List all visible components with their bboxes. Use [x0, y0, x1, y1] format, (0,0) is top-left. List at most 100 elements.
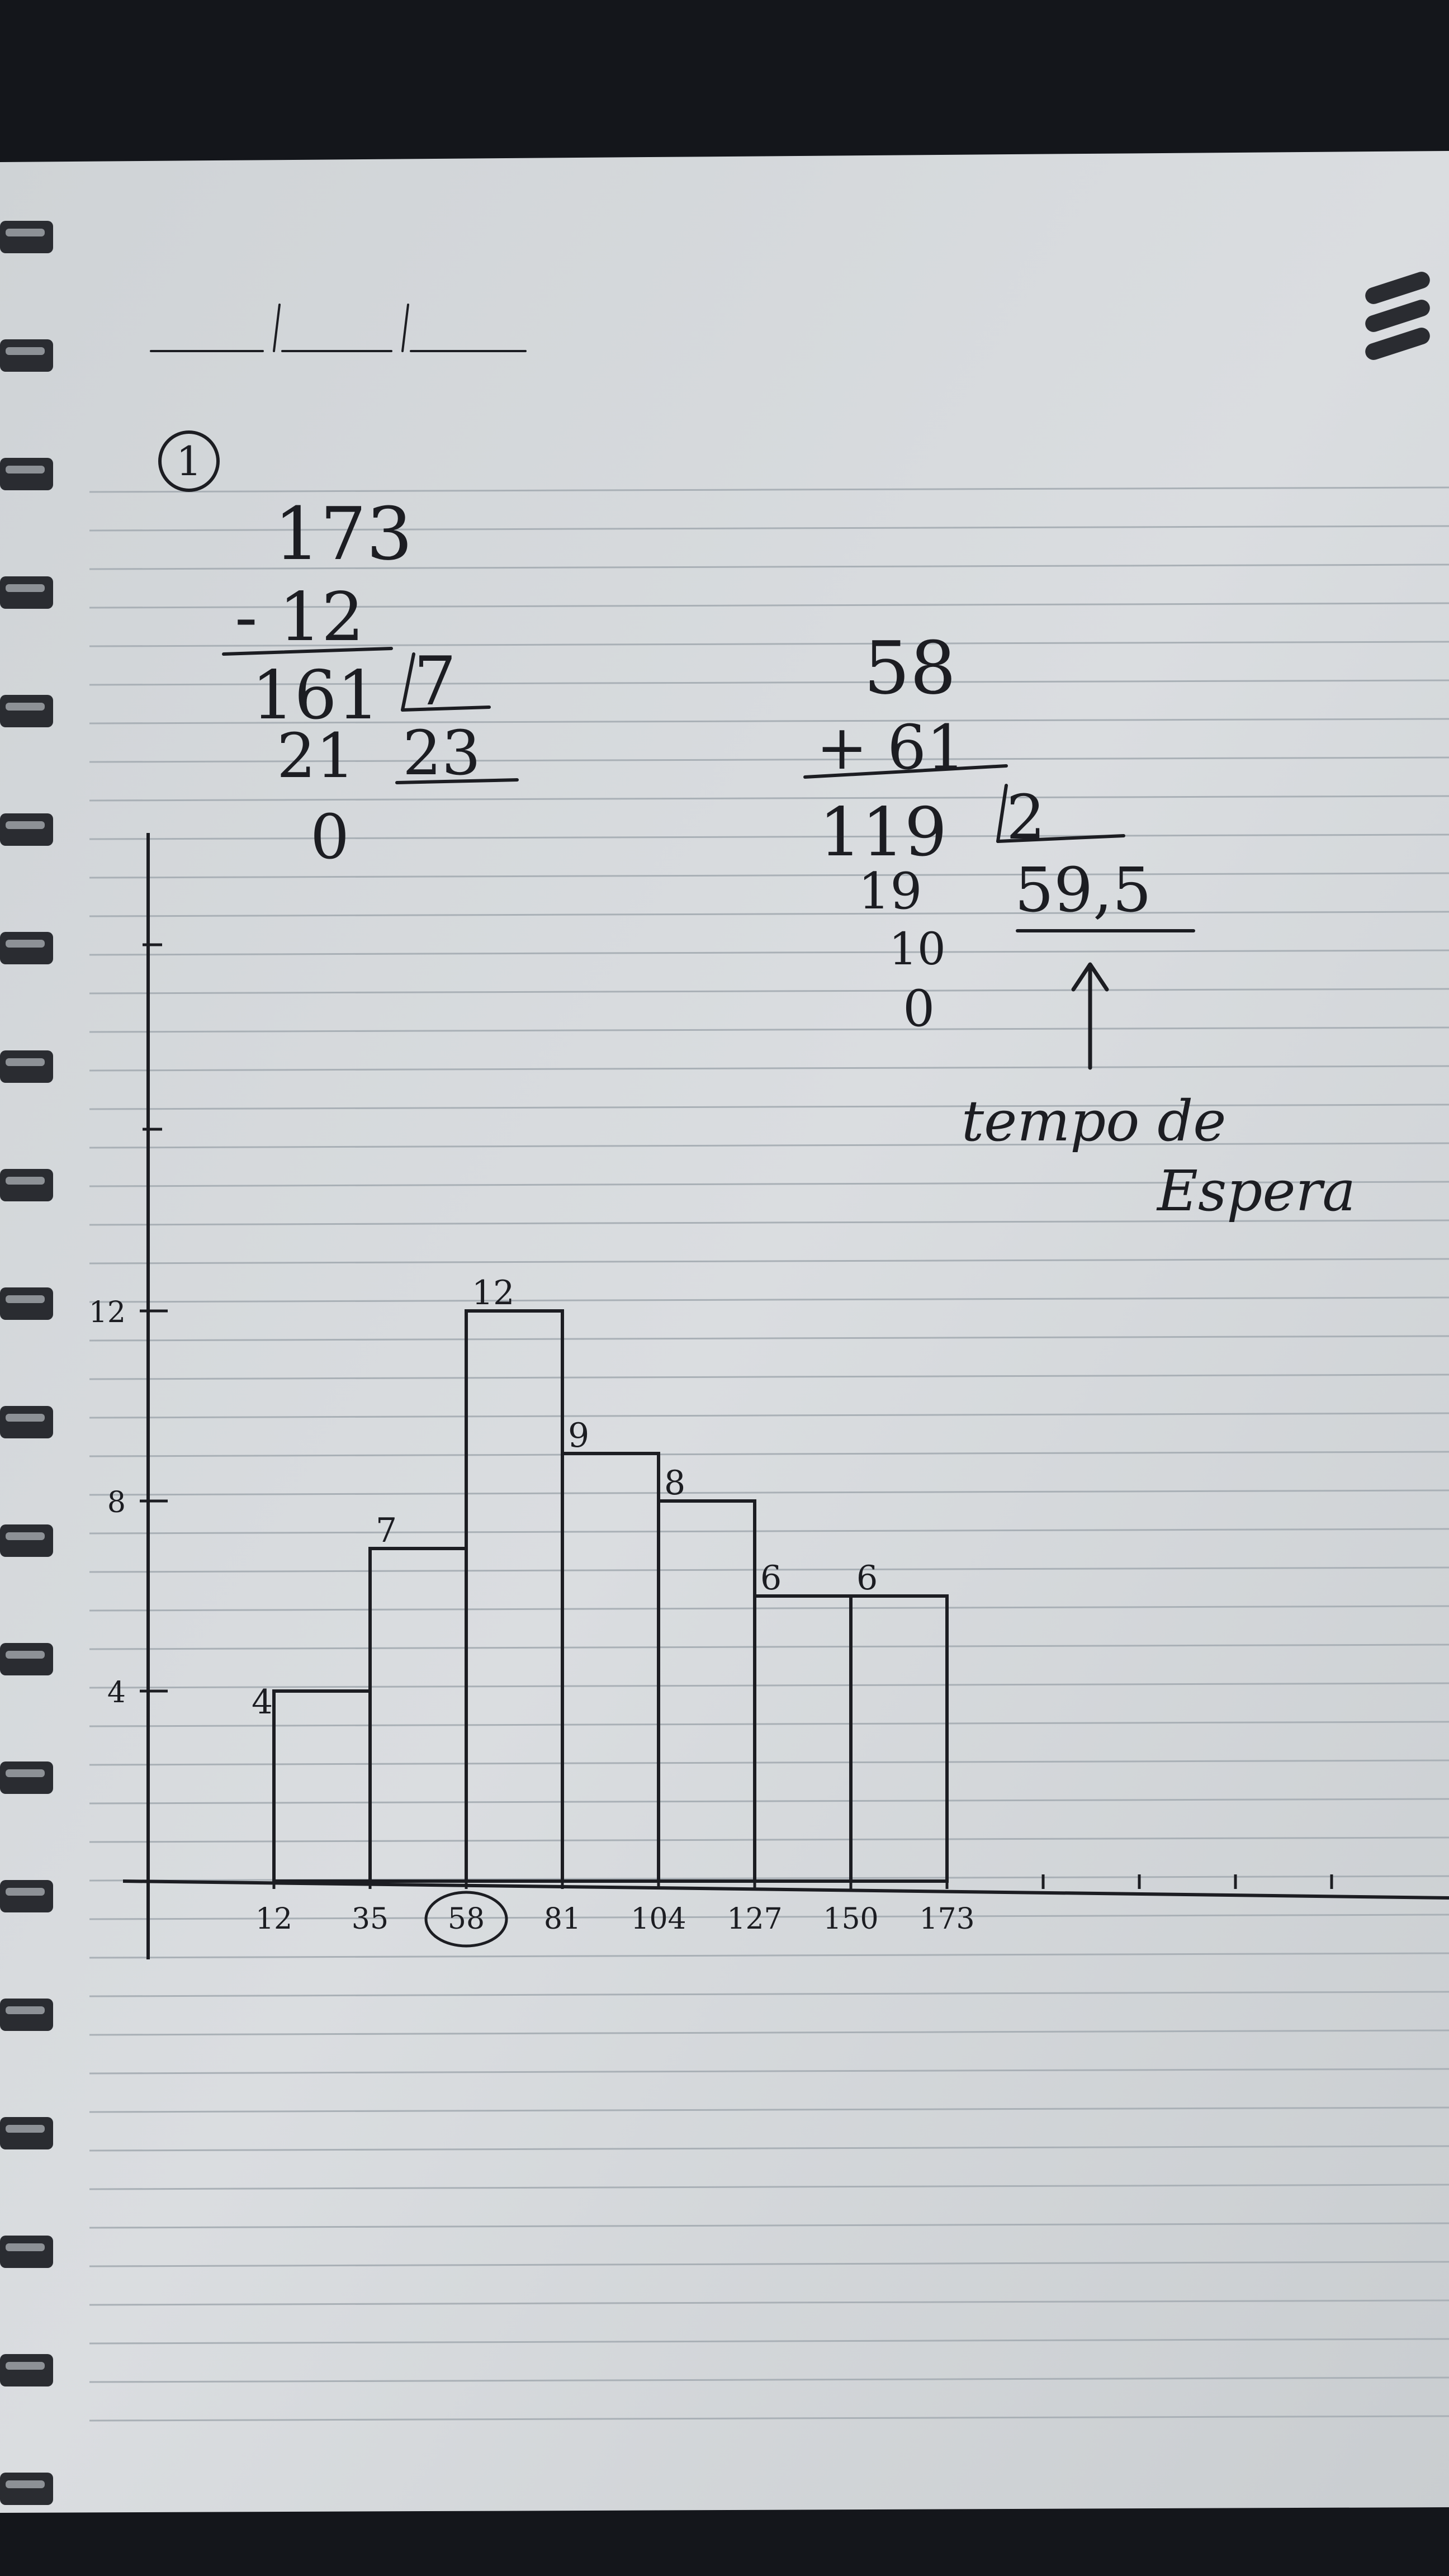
ruled-line [89, 795, 1449, 802]
ruled-line [89, 834, 1449, 840]
right-remainder-1: 19 [858, 862, 922, 921]
spiral-ring [0, 1169, 53, 1201]
ruled-line [89, 2415, 1449, 2422]
ruled-line [89, 1952, 1449, 1959]
ruled-line [89, 1219, 1449, 1226]
ruled-line [89, 1644, 1449, 1650]
bar-value-label: 12 [472, 1273, 514, 1313]
spiral-ring [0, 1880, 53, 1912]
problem-number-text: 1 [176, 438, 202, 485]
x-tick-label: 173 [919, 1902, 974, 1936]
ruled-line [89, 1026, 1449, 1033]
x-tick-label: 127 [727, 1902, 782, 1936]
ruled-line [89, 911, 1449, 917]
spiral-ring [0, 1999, 53, 2031]
spiral-ring-highlight [6, 1177, 45, 1185]
spiral-ring-highlight [6, 1769, 45, 1777]
ruled-line [89, 2184, 1449, 2190]
spiral-ring [0, 1050, 53, 1083]
ruled-line [89, 2299, 1449, 2306]
ruled-line [89, 1528, 1449, 1535]
ruled-line [89, 1142, 1449, 1149]
left-division: 173 - 12 161 7 21 23 0 [222, 491, 519, 873]
histogram-bar [849, 1594, 949, 1883]
x-tick-label: 81 [544, 1902, 581, 1936]
spiral-ring-highlight [6, 1532, 45, 1540]
right-remainder-2: 10 [889, 923, 946, 975]
date-field [150, 304, 527, 352]
spiral-ring-highlight [6, 466, 45, 473]
spiral-ring-highlight [6, 2125, 45, 2133]
ruled-line [89, 1335, 1449, 1342]
spiral-ring [0, 813, 53, 846]
ruled-line [89, 2261, 1449, 2267]
note-line-1: tempo de [962, 1088, 1226, 1154]
bar-value-label: 9 [568, 1416, 589, 1455]
ruled-line [89, 2106, 1449, 2113]
ruled-line [89, 2029, 1449, 2036]
spiral-ring [0, 2117, 53, 2149]
ruled-line [89, 641, 1449, 647]
spiral-ring [0, 221, 53, 253]
spiral-ring-highlight [6, 2243, 45, 2251]
ruled-line [89, 602, 1449, 609]
difference: 161 [252, 657, 380, 735]
ruled-line [89, 872, 1449, 879]
spiral-ring [0, 1761, 53, 1794]
spiral-ring [0, 1524, 53, 1557]
spiral-ring-highlight [6, 347, 45, 355]
ruled-line [89, 1451, 1449, 1457]
left-quotient: 23 [402, 717, 481, 789]
spiral-ring-highlight [6, 940, 45, 948]
spiral-ring [0, 932, 53, 964]
bar-value-label: 6 [856, 1559, 878, 1598]
subtrahend: - 12 [235, 579, 364, 656]
ruled-line [89, 1412, 1449, 1419]
x-tick-label: 12 [255, 1902, 292, 1936]
spiral-ring-highlight [6, 2480, 45, 2488]
spiral-ring-highlight [6, 584, 45, 592]
spiral-ring-highlight [6, 2362, 45, 2370]
ruled-line [89, 1489, 1449, 1496]
ruled-line [89, 486, 1449, 493]
ruled-line [89, 756, 1449, 763]
x-tick-label: 58 [448, 1902, 485, 1936]
notebook-logo [1365, 272, 1430, 360]
spiral-ring [0, 339, 53, 372]
spiral-ring-highlight [6, 821, 45, 829]
note-line-2: Espera [1156, 1158, 1356, 1224]
ruled-line [89, 1065, 1449, 1072]
ruled-line [89, 1836, 1449, 1843]
bar-value-label: 8 [664, 1464, 685, 1503]
ruled-line [89, 1296, 1449, 1303]
ruled-line [89, 988, 1449, 995]
ruled-line [89, 1104, 1449, 1110]
ruled-line [89, 1759, 1449, 1766]
ruled-line [89, 2338, 1449, 2345]
ruled-line [89, 2068, 1449, 2075]
ruled-line [89, 525, 1449, 532]
x-axis [122, 1879, 1449, 1900]
spiral-ring-highlight [6, 2006, 45, 2014]
spiral-ring-highlight [6, 1651, 45, 1659]
spiral-ring [0, 2236, 53, 2268]
circled-tick-marker [424, 1891, 508, 1948]
addend-1: 58 [864, 626, 956, 711]
spiral-ring-highlight [6, 1414, 45, 1422]
ruled-line [89, 2222, 1449, 2229]
spiral-ring [0, 2473, 53, 2505]
ruled-line [89, 2145, 1449, 2152]
right-remainder-3: 0 [903, 979, 935, 1038]
ruled-line [89, 1181, 1449, 1187]
ruled-line [89, 1682, 1449, 1689]
bar-value-label: 6 [760, 1559, 782, 1598]
ruled-line [89, 679, 1449, 686]
left-remainder-1: 21 [277, 720, 355, 792]
ruled-line [89, 564, 1449, 570]
bar-value-label: 4 [252, 1683, 273, 1722]
spiral-ring-highlight [6, 1058, 45, 1066]
spiral-ring-highlight [6, 1295, 45, 1303]
spiral-ring [0, 2354, 53, 2386]
y-tick-label: 8 [107, 1486, 126, 1519]
